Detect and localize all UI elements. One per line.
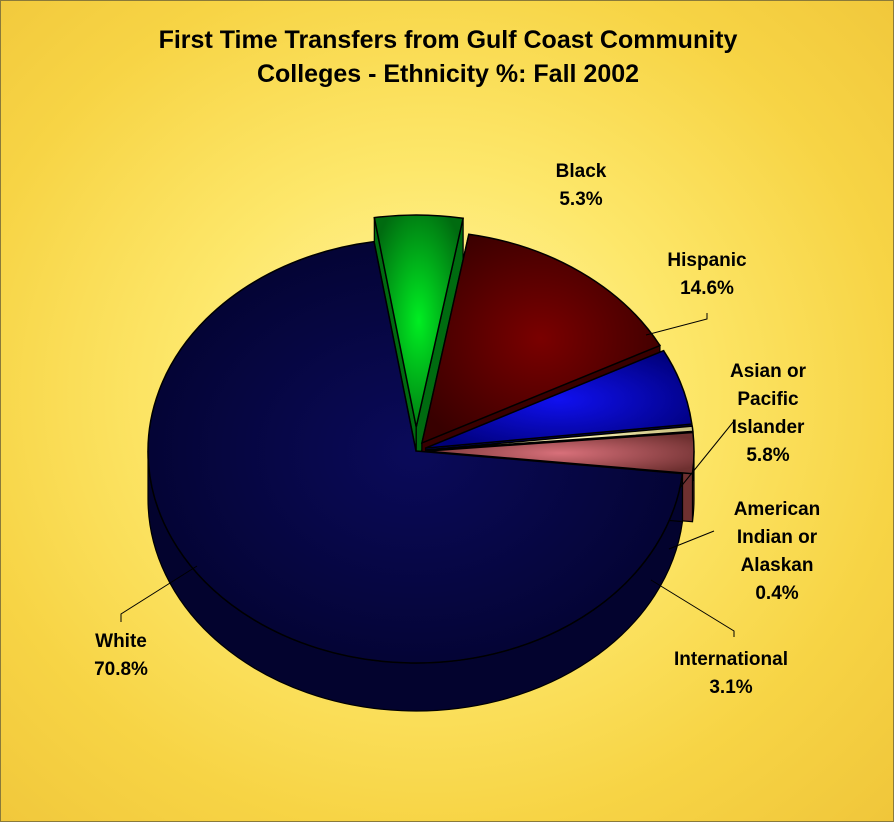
chart-title-line-2: Colleges - Ethnicity %: Fall 2002 <box>256 60 640 88</box>
slice-label-american-indian-or-alaskan: Alaskan <box>741 555 814 576</box>
leader-line-american-indian-or-alaskan <box>668 530 715 550</box>
chart-title-line-1: First Time Transfers from Gulf Coast Com… <box>158 26 738 54</box>
leader-line-international <box>650 579 735 637</box>
slice-value-hispanic: 14.6% <box>680 278 734 299</box>
chart-title: First Time Transfers from Gulf Coast Com… <box>1 23 893 91</box>
slice-label-black: Black <box>556 161 607 182</box>
slice-value-black: 5.3% <box>559 189 602 210</box>
slice-label-american-indian-or-alaskan: Indian or <box>737 527 818 548</box>
slice-label-international: International <box>674 649 788 670</box>
slice-label-asian-or-pacific-islander: Asian or <box>730 361 807 382</box>
slice-label-asian-or-pacific-islander: Pacific <box>737 389 799 410</box>
slice-label-american-indian-or-alaskan: American <box>734 499 821 520</box>
slice-value-white: 70.8% <box>94 659 148 680</box>
leader-line-hispanic <box>645 313 708 336</box>
slice-label-white: White <box>95 631 147 652</box>
slice-value-international: 3.1% <box>709 677 752 698</box>
slice-value-american-indian-or-alaskan: 0.4% <box>755 583 798 604</box>
leader-line-white <box>120 565 198 622</box>
leader-line-asian-or-pacific-islander <box>678 420 735 490</box>
slice-value-asian-or-pacific-islander: 5.8% <box>746 445 789 466</box>
slice-label-hispanic: Hispanic <box>667 250 747 271</box>
slice-label-asian-or-pacific-islander: Islander <box>732 417 805 438</box>
pie-slice-white <box>147 240 684 712</box>
